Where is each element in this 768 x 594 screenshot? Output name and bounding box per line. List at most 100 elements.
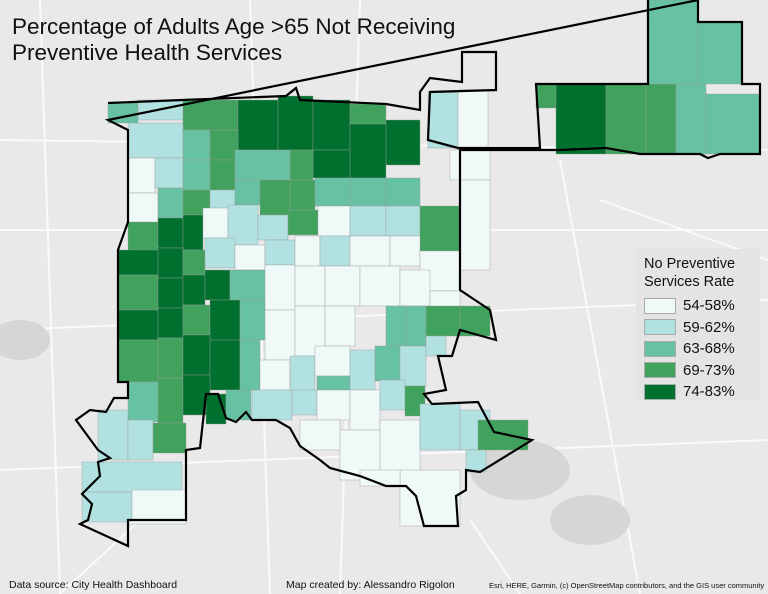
tract[interactable] bbox=[157, 247, 184, 279]
tract[interactable] bbox=[299, 419, 341, 451]
tract[interactable] bbox=[385, 205, 421, 237]
tract[interactable] bbox=[419, 403, 461, 451]
tract[interactable] bbox=[234, 149, 291, 181]
tract[interactable] bbox=[209, 339, 241, 391]
tract[interactable] bbox=[359, 265, 401, 307]
tract[interactable] bbox=[287, 209, 319, 236]
tract[interactable] bbox=[312, 99, 351, 151]
tract[interactable] bbox=[457, 89, 489, 151]
tract[interactable] bbox=[264, 239, 296, 266]
tract[interactable] bbox=[182, 129, 211, 161]
tract[interactable] bbox=[264, 264, 296, 311]
tract[interactable] bbox=[81, 461, 183, 493]
tract[interactable] bbox=[349, 349, 376, 391]
tract[interactable] bbox=[202, 207, 229, 239]
tract[interactable] bbox=[697, 21, 743, 85]
tract[interactable] bbox=[182, 304, 211, 336]
tract[interactable] bbox=[157, 277, 184, 309]
tract[interactable] bbox=[259, 359, 291, 391]
tract[interactable] bbox=[264, 309, 296, 361]
tract[interactable] bbox=[316, 375, 351, 391]
tract[interactable] bbox=[209, 299, 241, 341]
tract[interactable] bbox=[675, 83, 707, 155]
tract[interactable] bbox=[349, 389, 381, 431]
tract[interactable] bbox=[359, 469, 401, 487]
tract[interactable] bbox=[257, 214, 289, 241]
tract[interactable] bbox=[449, 149, 491, 181]
tract[interactable] bbox=[316, 389, 351, 421]
tract[interactable] bbox=[314, 177, 351, 207]
tract[interactable] bbox=[312, 149, 351, 179]
tract[interactable] bbox=[117, 309, 159, 341]
tract[interactable] bbox=[294, 235, 321, 267]
tract[interactable] bbox=[427, 91, 459, 149]
tract[interactable] bbox=[645, 83, 677, 155]
tract[interactable] bbox=[157, 217, 184, 249]
tract[interactable] bbox=[182, 159, 211, 191]
tract[interactable] bbox=[157, 377, 184, 424]
tract[interactable] bbox=[385, 177, 421, 207]
tract[interactable] bbox=[131, 489, 187, 521]
tract[interactable] bbox=[389, 235, 421, 267]
tract[interactable] bbox=[209, 159, 236, 191]
tract[interactable] bbox=[349, 205, 387, 237]
tract[interactable] bbox=[385, 305, 407, 347]
tract[interactable] bbox=[277, 95, 314, 151]
tract[interactable] bbox=[182, 99, 239, 131]
tract[interactable] bbox=[239, 299, 266, 341]
tract[interactable] bbox=[127, 192, 159, 224]
tract[interactable] bbox=[251, 389, 293, 421]
tract[interactable] bbox=[314, 345, 351, 377]
tract[interactable] bbox=[152, 422, 187, 454]
tract[interactable] bbox=[234, 244, 266, 271]
tract[interactable] bbox=[182, 334, 211, 376]
tract[interactable] bbox=[204, 269, 231, 301]
tract[interactable] bbox=[379, 379, 406, 411]
tract[interactable] bbox=[605, 83, 647, 155]
tract[interactable] bbox=[294, 265, 326, 307]
tract[interactable] bbox=[425, 335, 447, 357]
tract[interactable] bbox=[127, 419, 154, 461]
tract[interactable] bbox=[399, 269, 431, 307]
tract[interactable] bbox=[237, 99, 279, 151]
tract[interactable] bbox=[349, 177, 387, 207]
tract[interactable] bbox=[459, 179, 491, 271]
tract[interactable] bbox=[535, 83, 557, 109]
tract[interactable] bbox=[127, 157, 156, 194]
tract[interactable] bbox=[324, 265, 361, 307]
tract[interactable] bbox=[349, 235, 391, 267]
tract[interactable] bbox=[465, 449, 487, 473]
tract[interactable] bbox=[117, 339, 159, 383]
tract[interactable] bbox=[157, 187, 184, 219]
tract[interactable] bbox=[157, 337, 184, 379]
tract[interactable] bbox=[289, 179, 316, 211]
tract[interactable] bbox=[225, 389, 252, 421]
tract[interactable] bbox=[127, 122, 184, 159]
tract[interactable] bbox=[289, 149, 314, 181]
tract[interactable] bbox=[291, 389, 318, 416]
tract[interactable] bbox=[117, 274, 159, 311]
tract[interactable] bbox=[405, 305, 427, 347]
tract[interactable] bbox=[127, 221, 159, 253]
tract[interactable] bbox=[324, 305, 356, 347]
tract[interactable] bbox=[317, 205, 351, 237]
tract[interactable] bbox=[385, 119, 421, 166]
tract[interactable] bbox=[229, 269, 266, 301]
tract[interactable] bbox=[459, 305, 491, 337]
tract[interactable] bbox=[425, 305, 461, 337]
tract[interactable] bbox=[259, 179, 291, 216]
tract[interactable] bbox=[182, 274, 206, 306]
tract[interactable] bbox=[349, 123, 387, 179]
tract[interactable] bbox=[555, 83, 607, 155]
tract[interactable] bbox=[289, 355, 316, 392]
tract[interactable] bbox=[154, 157, 184, 189]
tract[interactable] bbox=[209, 129, 239, 161]
tract[interactable] bbox=[234, 179, 261, 206]
tract[interactable] bbox=[117, 249, 159, 276]
tract[interactable] bbox=[705, 93, 761, 155]
tract[interactable] bbox=[127, 381, 159, 423]
tract[interactable] bbox=[319, 235, 351, 267]
tract[interactable] bbox=[374, 345, 401, 382]
tract[interactable] bbox=[97, 409, 129, 461]
